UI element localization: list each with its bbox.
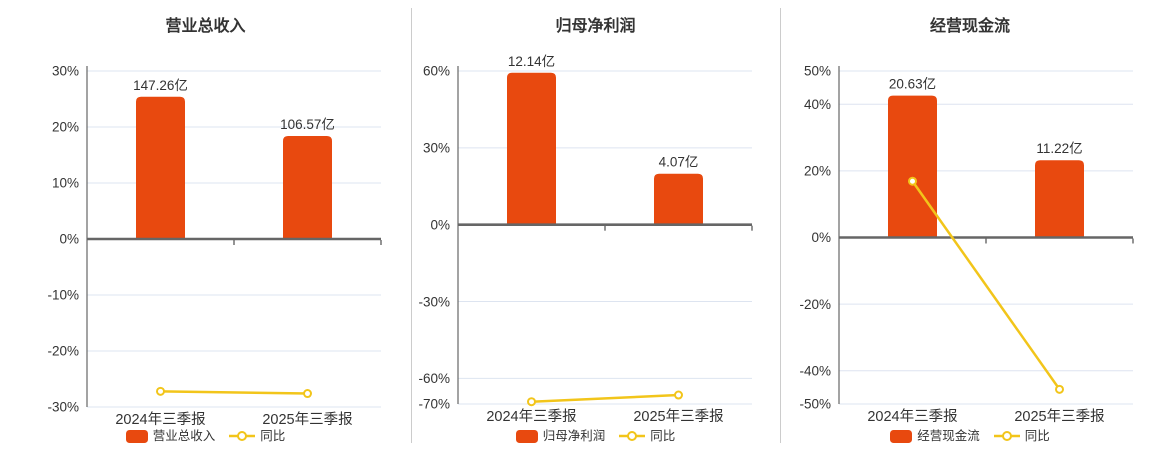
yoy-line <box>531 393 679 403</box>
legend: 归母净利润 同比 <box>411 428 780 444</box>
y-tick-label: 40% <box>804 97 831 112</box>
line-series-swatch[interactable] <box>619 429 646 443</box>
line-series-swatch[interactable] <box>993 429 1020 443</box>
x-category-label: 2025年三季报 <box>633 408 723 425</box>
bar-2024年三季报[interactable] <box>136 96 185 239</box>
bar-2025年三季报[interactable] <box>1035 160 1084 238</box>
x-category-label: 2024年三季报 <box>486 408 576 425</box>
bar-series-swatch[interactable] <box>890 429 913 443</box>
bar-value-label: 4.07亿 <box>659 155 699 170</box>
x-category-label: 2024年三季报 <box>115 411 205 428</box>
bar-2025年三季报[interactable] <box>654 173 703 225</box>
panel-title: 经营现金流 <box>929 18 1010 35</box>
y-tick-label: -50% <box>799 397 831 412</box>
bar-value-label: 106.57亿 <box>280 117 335 132</box>
panel-revenue: 营业总收入 30% 20% 10% 0% -10% -20% -30% 147.26亿 2024… <box>0 0 411 450</box>
y-tick-label: 20% <box>52 120 79 135</box>
bar-series-legend-label[interactable]: 营业总收入 <box>152 429 216 443</box>
y-tick-label: -20% <box>47 344 79 359</box>
y-tick-label: 0% <box>59 232 79 247</box>
line-series-swatch[interactable] <box>229 429 256 443</box>
yoy-line-point[interactable] <box>674 390 683 400</box>
y-tick-label: 10% <box>52 176 79 191</box>
bar-value-label: 147.26亿 <box>133 78 188 93</box>
bar-series-legend-label[interactable]: 归母净利润 <box>542 429 606 443</box>
line-series-legend-label[interactable]: 同比 <box>650 429 676 443</box>
yoy-line-point[interactable] <box>156 386 165 396</box>
bar-series-legend-label[interactable]: 经营现金流 <box>917 429 980 443</box>
y-tick-label: 20% <box>804 164 831 179</box>
bar-2024年三季报[interactable] <box>507 72 556 225</box>
bar-series-swatch[interactable] <box>515 429 538 443</box>
bar-value-label: 20.63亿 <box>889 77 936 92</box>
y-tick-label: -30% <box>47 400 79 415</box>
x-category-label: 2024年三季报 <box>867 408 957 425</box>
y-tick-label: 30% <box>423 141 450 156</box>
yoy-line <box>911 180 1061 391</box>
panel-divider <box>780 8 781 443</box>
y-tick-label: -20% <box>799 297 831 312</box>
y-tick-label: 0% <box>811 230 831 245</box>
bar-2024年三季报[interactable] <box>888 95 937 238</box>
y-tick-label: 0% <box>430 217 450 232</box>
y-tick-label: -70% <box>418 397 450 412</box>
legend: 营业总收入 同比 <box>0 428 411 444</box>
bar-value-label: 12.14亿 <box>508 54 555 69</box>
x-category-label: 2025年三季报 <box>262 411 352 428</box>
net-profit-chart: 60% 30% 0% -30% -60% -70% 12.14亿 2024年三季报 4.07亿 2… <box>418 54 753 425</box>
y-tick-label: -10% <box>47 288 79 303</box>
panel-divider <box>411 8 412 443</box>
y-tick-label: 30% <box>52 64 79 79</box>
revenue-chart: 30% 20% 10% 0% -10% -20% -30% 147.26亿 2024年三季报 10… <box>47 64 382 428</box>
yoy-line-point[interactable] <box>527 397 536 407</box>
y-tick-label: -30% <box>418 294 450 309</box>
line-series-legend-label[interactable]: 同比 <box>260 429 286 443</box>
panel-operating-cash-flow: 经营现金流 50% 40% 20% 0% -20% -40% -50% 20.63亿 2024年… <box>780 0 1160 450</box>
panel-title: 营业总收入 <box>165 18 246 35</box>
panel-title: 归母净利润 <box>555 18 636 35</box>
yoy-line-point[interactable] <box>1055 384 1064 394</box>
yoy-line-point[interactable] <box>908 176 917 186</box>
y-tick-label: -60% <box>418 371 450 386</box>
y-tick-label: 60% <box>423 64 450 79</box>
bar-value-label: 11.22亿 <box>1036 141 1082 156</box>
line-series-legend-label[interactable]: 同比 <box>1024 429 1050 443</box>
y-tick-label: 50% <box>804 64 831 79</box>
operating-cash-flow-chart: 50% 40% 20% 0% -20% -40% -50% 20.63亿 2024年三季报 11.… <box>799 64 1134 425</box>
bar-series-swatch[interactable] <box>125 429 148 443</box>
x-category-label: 2025年三季报 <box>1014 408 1104 425</box>
yoy-line-point[interactable] <box>303 389 312 399</box>
panel-net-profit: 归母净利润 60% 30% 0% -30% -60% -70% 12.14亿 2024年三季报… <box>411 0 780 450</box>
y-tick-label: -40% <box>799 363 831 378</box>
legend: 经营现金流 同比 <box>780 428 1160 444</box>
bar-2025年三季报[interactable] <box>283 135 332 239</box>
yoy-line <box>160 390 308 395</box>
